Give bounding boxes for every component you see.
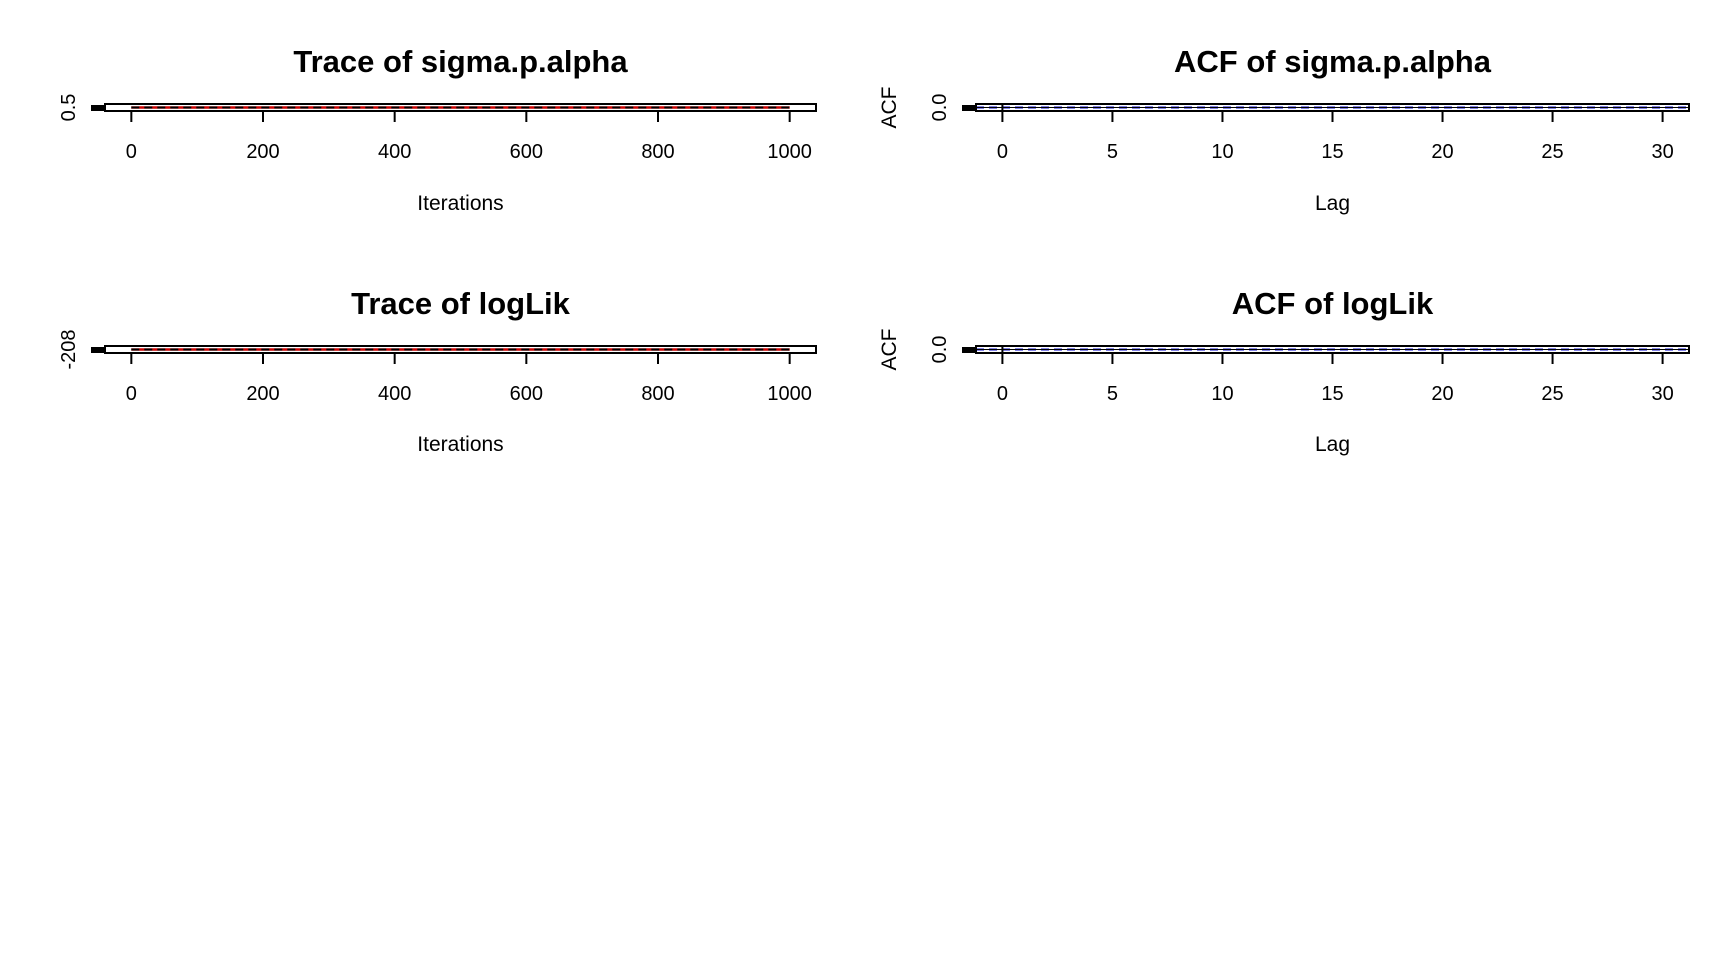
x-tick-label: 20 — [1431, 383, 1453, 405]
panel-title: ACF of logLik — [1232, 286, 1434, 321]
x-tick-label: 5 — [1107, 141, 1118, 163]
x-axis-label: Lag — [1315, 433, 1350, 456]
x-tick-label: 1000 — [767, 383, 812, 405]
x-tick-label: 800 — [641, 383, 674, 405]
x-tick-label: 400 — [378, 383, 411, 405]
panel-title: Trace of logLik — [351, 286, 571, 321]
x-tick-label: 0 — [126, 383, 137, 405]
x-tick-label: 10 — [1211, 141, 1233, 163]
y-tick-label: -208 — [58, 329, 80, 369]
y-axis-label: ACF — [878, 329, 901, 371]
x-tick-label: 0 — [997, 383, 1008, 405]
x-tick-label: 25 — [1541, 141, 1563, 163]
x-tick-label: 1000 — [767, 141, 812, 163]
x-tick-label: 10 — [1211, 383, 1233, 405]
y-tick-label: 0.0 — [929, 336, 951, 364]
x-tick-label: 600 — [510, 383, 543, 405]
x-tick-label: 30 — [1651, 383, 1673, 405]
x-tick-label: 15 — [1321, 141, 1343, 163]
y-axis-label: ACF — [878, 87, 901, 129]
panel-4: ACF of logLik 0.0 ACF 0 5 10 15 20 25 30 Lag — [878, 286, 1690, 456]
x-axis-label: Iterations — [417, 192, 503, 215]
y-tick-label: 0.0 — [929, 94, 951, 122]
x-tick-label: 800 — [641, 141, 674, 163]
x-tick-label: 25 — [1541, 383, 1563, 405]
x-tick-label: 600 — [510, 141, 543, 163]
y-tick-label: 0.5 — [58, 94, 80, 122]
x-tick-label: 200 — [246, 383, 279, 405]
x-tick-label: 5 — [1107, 383, 1118, 405]
y-axis-tick — [91, 105, 105, 111]
panel-1: Trace of sigma.p.alpha 0.5 0 200 400 600 800 10… — [58, 44, 817, 215]
x-tick-label: 400 — [378, 141, 411, 163]
x-tick-label: 15 — [1321, 383, 1343, 405]
x-axis-label: Lag — [1315, 192, 1350, 215]
y-axis-tick — [962, 105, 976, 111]
x-axis-label: Iterations — [417, 433, 503, 456]
panel-3: Trace of logLik -208 0 200 400 600 800 1000 Iter… — [58, 286, 817, 456]
y-axis-tick — [91, 347, 105, 353]
x-tick-label: 0 — [126, 141, 137, 163]
panel-title: Trace of sigma.p.alpha — [293, 44, 628, 79]
panel-title: ACF of sigma.p.alpha — [1174, 44, 1492, 79]
x-tick-label: 30 — [1651, 141, 1673, 163]
panel-2: ACF of sigma.p.alpha 0.0 ACF 0 5 10 15 20 25 30 La… — [878, 44, 1690, 215]
x-tick-label: 0 — [997, 141, 1008, 163]
x-tick-label: 200 — [246, 141, 279, 163]
x-tick-label: 20 — [1431, 141, 1453, 163]
y-axis-tick — [962, 347, 976, 353]
